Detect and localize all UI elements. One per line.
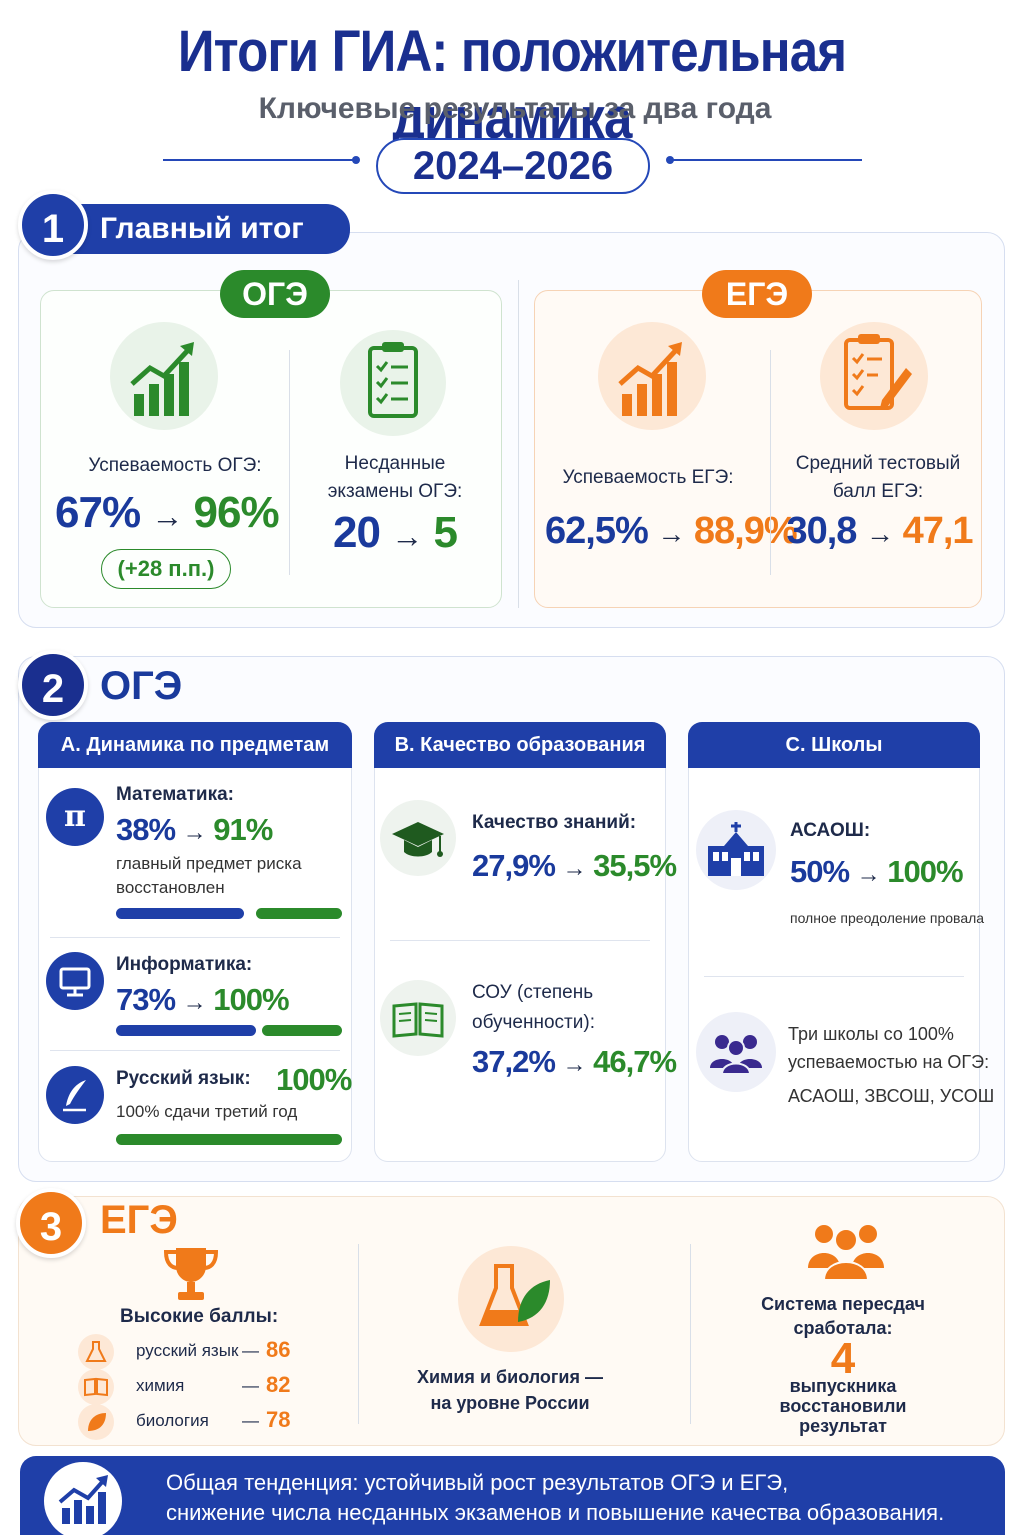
score-subject: химия	[136, 1376, 185, 1395]
ege-tag: ЕГЭ	[702, 270, 812, 318]
score-subject: русский язык	[136, 1341, 239, 1360]
score-dash: —	[242, 1411, 259, 1430]
russian-label: Русский язык:	[116, 1068, 251, 1089]
trend-chart-icon	[40, 1458, 126, 1535]
section-2-title: ОГЭ	[100, 664, 183, 708]
pi-icon: π	[46, 788, 104, 846]
footer-summary: Общая тенденция: устойчивый рост результ…	[166, 1470, 945, 1525]
book-icon	[78, 1369, 114, 1405]
ege-performance-label: Успеваемость ЕГЭ:	[562, 467, 734, 488]
informatics-progress-before	[116, 1025, 256, 1036]
ege-avg-score-values: 30,8 → 47,1	[786, 510, 973, 552]
oge-performance-label: Успеваемость ОГЭ:	[88, 455, 262, 476]
open-book-icon	[380, 980, 456, 1056]
math-label: Математика:	[116, 784, 235, 805]
sou-label: СОУ (степень обученности):	[472, 982, 595, 1033]
score-dash: —	[242, 1341, 259, 1360]
subjects-dynamics-header: A. Динамика по предметам	[38, 722, 352, 768]
section-1-title: Главный итог	[60, 204, 350, 254]
year-line-left	[163, 159, 353, 161]
divider	[770, 350, 771, 575]
oge-tag: ОГЭ	[220, 270, 330, 318]
score-value: 78	[266, 1407, 291, 1432]
section-3-number: 3	[16, 1188, 86, 1258]
school-building-icon	[696, 810, 776, 890]
math-progress-before	[116, 908, 244, 919]
three-schools-list: АСАОШ, ЗВСОШ, УСОШ	[788, 1086, 995, 1106]
clipboard-pencil-icon	[820, 322, 928, 430]
section-1-number: 1	[18, 190, 88, 260]
knowledge-quality-values: 27,9% → 35,5%	[472, 848, 677, 883]
year-range-badge: 2024–2026	[376, 138, 650, 194]
schools-header: C. Школы	[688, 722, 980, 768]
score-value: 86	[266, 1337, 291, 1362]
divider	[289, 350, 290, 575]
score-value: 82	[266, 1372, 291, 1397]
three-schools-label: Три школы со 100% успеваемостью на ОГЭ:	[788, 1024, 990, 1072]
people-group-icon	[806, 1218, 886, 1284]
monitor-icon	[46, 952, 104, 1010]
math-note: главный предмет риска восстановлен	[116, 854, 302, 897]
divider	[690, 1244, 691, 1424]
informatics-label: Информатика:	[116, 954, 253, 975]
growth-chart-icon	[110, 322, 218, 430]
flask-icon	[78, 1334, 114, 1370]
divider	[704, 976, 964, 977]
people-group-icon	[696, 1012, 776, 1092]
education-quality-panel	[374, 722, 666, 1162]
year-line-right	[672, 159, 862, 161]
divider	[390, 940, 650, 941]
section-2-number: 2	[18, 650, 88, 720]
retake-title: Система пересдач сработала:	[761, 1294, 925, 1338]
retake-note: выпускника восстановили результат	[779, 1376, 907, 1436]
trophy-icon	[158, 1244, 224, 1304]
knowledge-quality-label: Качество знаний:	[472, 812, 637, 833]
score-subject: биология	[136, 1411, 209, 1430]
flask-leaf-icon	[458, 1246, 564, 1352]
leaf-icon	[78, 1404, 114, 1440]
page-title: Итоги ГИА: положительная динамика	[177, 19, 847, 151]
ege-performance-values: 62,5% → 88,9%	[545, 510, 798, 552]
year-dot-left	[352, 156, 360, 164]
graduation-cap-icon	[380, 800, 456, 876]
oge-failed-values: 20 → 5	[333, 508, 458, 557]
asaosh-values: 50% → 100%	[790, 854, 964, 889]
russian-progress	[116, 1134, 342, 1145]
oge-failed-label: Несданные экзамены ОГЭ:	[327, 453, 463, 502]
page-subtitle: Ключевые результаты за два года	[258, 92, 772, 125]
education-quality-header: B. Качество образования	[374, 722, 666, 768]
footer-banner	[20, 1456, 1005, 1535]
clipboard-checklist-icon	[340, 330, 446, 436]
asaosh-note: полное преодоление провала	[790, 910, 985, 926]
informatics-progress-after	[262, 1025, 342, 1036]
oge-performance-values: 67% → 96%	[55, 488, 280, 537]
russian-note: 100% сдачи третий год	[116, 1102, 298, 1121]
quill-icon	[46, 1066, 104, 1124]
divider	[50, 937, 340, 938]
russian-value: 100%	[276, 1062, 352, 1097]
growth-chart-icon	[598, 322, 706, 430]
high-scores-title: Высокие баллы:	[120, 1306, 279, 1327]
section-3-title: ЕГЭ	[100, 1198, 178, 1242]
divider	[518, 280, 519, 608]
retake-count: 4	[830, 1334, 856, 1383]
asaosh-label: АСАОШ:	[790, 820, 871, 841]
score-dash: —	[242, 1376, 259, 1395]
sou-values: 37,2% → 46,7%	[472, 1044, 677, 1079]
math-progress-after	[256, 908, 342, 919]
informatics-values: 73% → 100%	[116, 982, 290, 1017]
ege-avg-score-label: Средний тестовый балл ЕГЭ:	[795, 453, 961, 502]
oge-performance-delta-badge: (+28 п.п.)	[101, 549, 231, 589]
divider	[50, 1050, 340, 1051]
chem-bio-note: Химия и биология — на уровне России	[416, 1367, 603, 1413]
math-values: 38% → 91%	[116, 812, 273, 847]
year-dot-right	[666, 156, 674, 164]
divider	[358, 1244, 359, 1424]
